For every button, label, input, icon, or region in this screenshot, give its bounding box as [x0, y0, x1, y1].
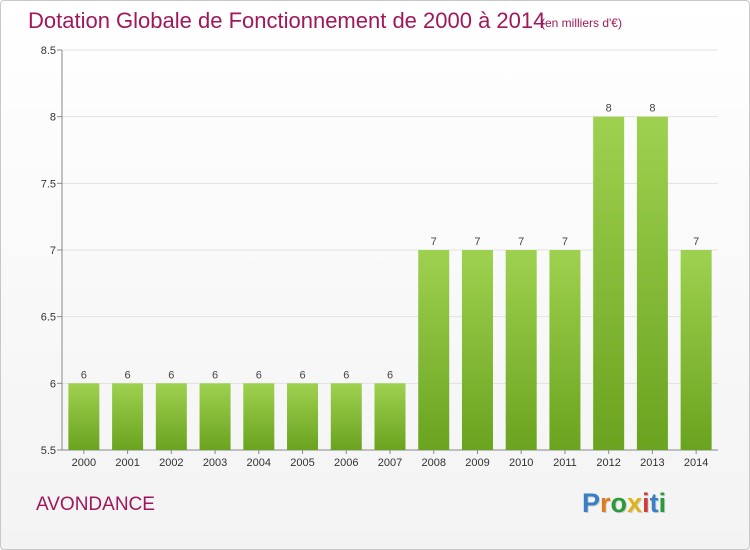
logo-letter: t: [649, 488, 659, 518]
bar-value-label: 6: [125, 369, 131, 381]
x-tick-label: 2001: [115, 457, 139, 469]
logo-letter: x: [627, 488, 643, 518]
bar: [593, 116, 625, 451]
x-tick-label: 2009: [465, 457, 489, 469]
bar-value-label: 7: [431, 236, 437, 248]
x-tick-label: 2005: [290, 457, 314, 469]
y-tick-label: 8: [50, 112, 56, 124]
proxiti-logo: Proxiti: [582, 488, 666, 519]
bar: [418, 250, 450, 450]
logo-letter: r: [600, 488, 611, 518]
bar-value-label: 6: [212, 369, 218, 381]
x-tick-label: 2003: [203, 457, 227, 469]
y-tick-label: 8.5: [41, 45, 56, 57]
logo-letter: i: [658, 488, 667, 518]
x-tick-label: 2002: [159, 457, 183, 469]
bar: [199, 383, 231, 450]
bar: [549, 250, 581, 450]
bar-value-label: 8: [606, 103, 612, 115]
y-tick-label: 6.5: [41, 312, 56, 324]
bar: [636, 116, 668, 451]
chart-subtitle: (en milliers d'€): [541, 16, 622, 30]
bar: [505, 250, 537, 450]
x-tick-label: 2008: [421, 457, 445, 469]
y-tick-label: 7: [50, 245, 56, 257]
bar-value-label: 8: [649, 103, 655, 115]
data-labels: 6 6 6 6 6 6 6 6 7 7 7 7 8 8 7: [81, 103, 699, 382]
x-tick-label: 2011: [553, 457, 577, 469]
bar: [461, 250, 493, 450]
bar: [287, 383, 319, 450]
y-tick-label: 5.5: [41, 445, 56, 457]
logo-letter: i: [642, 488, 650, 518]
bar: [68, 383, 100, 450]
bar-value-label: 7: [518, 236, 524, 248]
y-tick-labels: 5.5 6 6.5 7 7.5 8 8.5: [41, 45, 56, 457]
bar: [330, 383, 362, 450]
chart-title: Dotation Globale de Fonctionnement de 20…: [28, 8, 546, 33]
bar: [243, 383, 275, 450]
x-tick-label: 2010: [509, 457, 533, 469]
x-tick-label: 2007: [378, 457, 402, 469]
x-tick-label: 2012: [596, 457, 620, 469]
commune-name: AVONDANCE: [36, 494, 155, 515]
bar-value-label: 7: [693, 236, 699, 248]
x-tick-label: 2013: [640, 457, 664, 469]
logo-letter: o: [610, 488, 628, 518]
bar-value-label: 6: [387, 369, 393, 381]
logo-letter: P: [582, 488, 601, 518]
y-tick-label: 6: [50, 378, 56, 390]
y-tick-label: 7.5: [41, 178, 56, 190]
bar: [112, 383, 144, 450]
x-tick-label: 2014: [684, 457, 708, 469]
x-tick-label: 2006: [334, 457, 358, 469]
bars: [68, 116, 712, 451]
bar: [680, 250, 712, 450]
bar-value-label: 6: [299, 369, 305, 381]
x-tick-label: 2000: [72, 457, 96, 469]
bar-value-label: 7: [474, 236, 480, 248]
bar-value-label: 6: [343, 369, 349, 381]
bar: [374, 383, 406, 450]
bar-value-label: 6: [256, 369, 262, 381]
bar: [155, 383, 187, 450]
bar-value-label: 6: [168, 369, 174, 381]
bar-value-label: 7: [562, 236, 568, 248]
x-tick-label: 2004: [247, 457, 271, 469]
x-tick-labels: 2000 2001 2002 2003 2004 2005 2006 2007 2008 2009…: [72, 457, 709, 469]
bar-value-label: 6: [81, 369, 87, 381]
